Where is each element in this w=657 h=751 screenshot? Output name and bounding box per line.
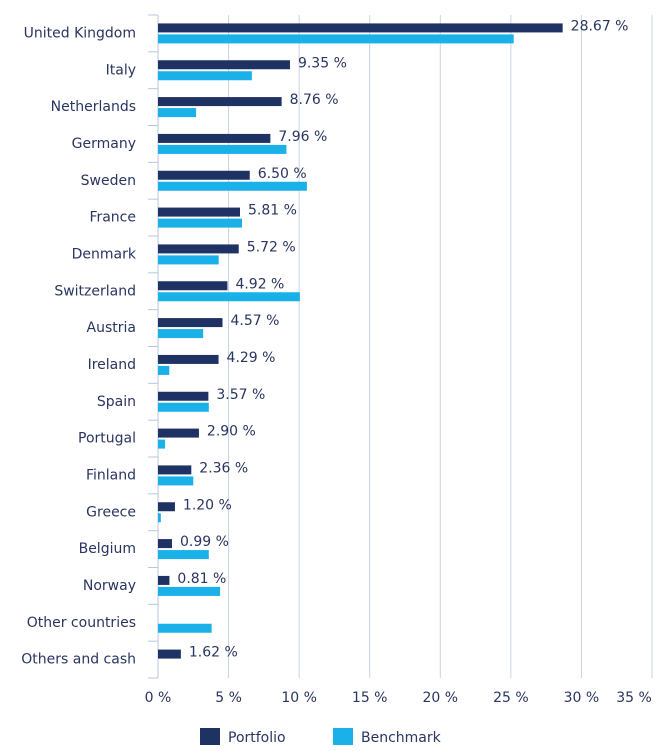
y-tick-label: Norway (83, 578, 136, 594)
value-label: 0.81 % (177, 571, 226, 587)
bar (158, 34, 514, 44)
bar (158, 108, 197, 118)
x-tick-label: 35 % (616, 690, 652, 706)
bar (158, 513, 161, 523)
x-tick-label: 10 % (281, 690, 317, 706)
y-tick-label: Other countries (27, 615, 136, 631)
value-label: 7.96 % (278, 129, 327, 145)
value-label: 3.57 % (216, 387, 265, 403)
bar (158, 586, 221, 596)
bar (158, 60, 290, 70)
value-label: 28.67 % (571, 18, 629, 34)
x-tick-label: 20 % (422, 690, 458, 706)
y-tick-label: Germany (72, 136, 136, 152)
value-label: 6.50 % (258, 166, 307, 182)
bar (158, 181, 307, 191)
y-tick-label: Denmark (72, 246, 137, 262)
value-label: 5.81 % (248, 203, 297, 219)
y-tick-label: Switzerland (54, 283, 136, 299)
bar (158, 218, 242, 228)
y-tick-label: Portugal (78, 431, 136, 447)
x-tick-label: 30 % (564, 690, 600, 706)
bar (158, 428, 199, 438)
value-label: 1.62 % (189, 645, 238, 661)
value-label: 5.72 % (247, 239, 296, 255)
bar (158, 281, 228, 291)
y-tick-label: United Kingdom (24, 25, 136, 41)
x-tick-label: 5 % (215, 690, 242, 706)
bar (158, 292, 300, 302)
bar (158, 71, 252, 81)
bar (158, 244, 239, 254)
y-tick-label: Netherlands (51, 99, 136, 115)
y-tick-label: Finland (86, 467, 136, 483)
bar (158, 318, 223, 328)
bar (158, 144, 287, 154)
bar (158, 365, 170, 375)
y-tick-label: Others and cash (21, 652, 136, 668)
x-tick-label: 15 % (352, 690, 388, 706)
bar (158, 133, 271, 143)
x-tick-label: 25 % (493, 690, 529, 706)
bar (158, 502, 175, 512)
y-tick-label: Spain (97, 394, 136, 410)
value-label: 2.36 % (199, 460, 248, 476)
legend-label: Benchmark (361, 730, 442, 746)
bar (158, 97, 282, 107)
y-tick-label: Greece (86, 504, 136, 520)
bar (158, 329, 204, 339)
legend-label: Portfolio (228, 730, 286, 746)
value-label: 2.90 % (207, 424, 256, 440)
bar (158, 623, 212, 633)
value-label: 1.20 % (183, 497, 232, 513)
value-label: 4.29 % (227, 350, 276, 366)
legend-swatch (333, 728, 353, 745)
legend-swatch (200, 728, 220, 745)
value-label: 8.76 % (290, 92, 339, 108)
bar (158, 439, 166, 449)
bar (158, 476, 194, 486)
bar (158, 539, 172, 549)
x-tick-label: 0 % (145, 690, 172, 706)
bar (158, 354, 219, 364)
bar (158, 255, 219, 265)
bar (158, 207, 241, 217)
value-label: 4.92 % (235, 276, 284, 292)
bar (158, 465, 192, 475)
y-tick-label: Sweden (81, 173, 136, 189)
value-label: 4.57 % (231, 313, 280, 329)
bar (158, 649, 181, 659)
bar (158, 23, 563, 33)
y-tick-label: Ireland (88, 357, 136, 373)
y-tick-label: Belgium (79, 541, 136, 557)
bar (158, 575, 170, 585)
bar (158, 170, 250, 180)
y-tick-label: France (89, 210, 136, 226)
value-label: 9.35 % (298, 55, 347, 71)
y-tick-label: Italy (106, 62, 136, 78)
bar (158, 550, 209, 560)
value-label: 0.99 % (180, 534, 229, 550)
bar (158, 391, 209, 401)
bar (158, 402, 209, 412)
y-tick-label: Austria (87, 320, 136, 336)
